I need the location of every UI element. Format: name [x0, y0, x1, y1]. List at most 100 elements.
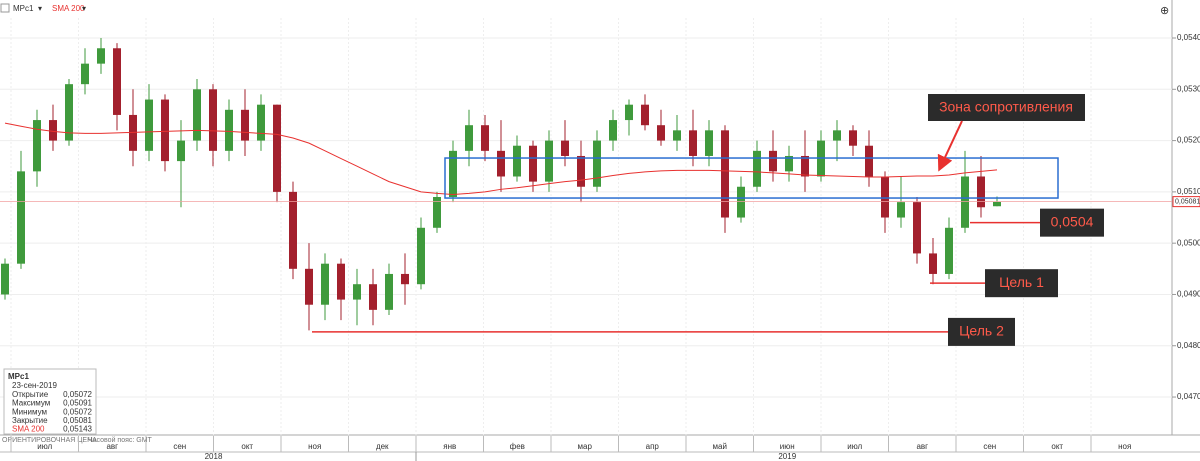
info-label: Максимум: [12, 399, 50, 408]
candle-body: [161, 99, 169, 162]
candle-body: [881, 176, 889, 218]
info-value: 0,05072: [63, 407, 92, 416]
candle-body: [49, 120, 57, 141]
candle-body: [945, 227, 953, 274]
candle-body: [17, 171, 25, 264]
candle-body: [257, 104, 265, 141]
candle-body: [561, 140, 569, 156]
candle-body: [177, 140, 185, 162]
candle-body: [929, 253, 937, 274]
info-label: Закрытие: [12, 416, 48, 425]
candle-body: [193, 89, 201, 141]
candle-body: [305, 268, 313, 305]
candle-body: [865, 145, 873, 177]
info-value: 0,05081: [63, 416, 92, 425]
candle-body: [625, 104, 633, 121]
instrument-legend[interactable]: MPc1: [13, 4, 34, 13]
info-value: 0,05143: [63, 425, 92, 434]
candle-body: [545, 140, 553, 182]
candle-body: [209, 89, 217, 151]
menu-icon[interactable]: [0, 3, 10, 13]
indicator-legend[interactable]: SMA 200: [52, 4, 85, 13]
candle-body: [1, 263, 9, 295]
dropdown[interactable]: ▾: [82, 4, 86, 13]
last-price-box: [1172, 196, 1200, 208]
x-tick-label: авг: [106, 442, 118, 451]
x-tick-label: июн: [780, 442, 795, 451]
info-date: 23-сен-2019: [12, 381, 57, 390]
candle-body: [241, 109, 249, 141]
candle-body: [977, 176, 985, 208]
annotation-box: [928, 94, 1085, 121]
candle-body: [993, 201, 1001, 207]
sma-line: [4, 122, 998, 195]
candle-body: [273, 104, 281, 192]
candle-body: [113, 48, 121, 115]
annotation-box: [948, 317, 1015, 346]
candle-body: [721, 130, 729, 218]
timezone: Часовой пояс: GMT: [88, 436, 153, 444]
candle-body: [401, 273, 409, 285]
resistance-zone: [444, 157, 1059, 199]
candle-body: [961, 176, 969, 228]
candle-body: [801, 155, 809, 177]
annotation-box: [1040, 208, 1104, 237]
info-value: 0,05072: [63, 390, 92, 399]
candle-body: [737, 186, 745, 218]
candle-body: [369, 284, 377, 310]
fit-button[interactable]: ⊕: [1160, 5, 1169, 17]
candle-body: [769, 150, 777, 172]
candle-body: [225, 109, 233, 151]
candle-body: [705, 130, 713, 156]
x-tick-label: апр: [646, 442, 660, 451]
annotation-label: Зона сопротивления: [939, 99, 1073, 115]
info-title: MPc1: [8, 372, 29, 381]
year-label: 2018: [205, 452, 223, 461]
candle-body: [497, 150, 505, 177]
candle-body: [433, 197, 441, 228]
x-tick-label: окт: [241, 442, 253, 451]
candle-body: [673, 130, 681, 141]
info-label: SMA 200: [12, 425, 45, 434]
candle-body: [481, 125, 489, 151]
candle-body: [753, 150, 761, 187]
info-label: Открытие: [12, 390, 49, 399]
candle-body: [465, 125, 473, 151]
x-tick-label: сен: [983, 442, 996, 451]
annotation-arrow: [937, 120, 963, 172]
candle-body: [129, 114, 137, 151]
candle-body: [417, 227, 425, 285]
candle-body: [833, 130, 841, 141]
candle-body: [609, 120, 617, 141]
candle-body: [529, 145, 537, 182]
candle-body: [641, 104, 649, 126]
candle-body: [913, 202, 921, 254]
dropdown[interactable]: ▾: [38, 4, 42, 13]
candle-body: [289, 191, 297, 269]
x-tick-label: авг: [916, 442, 928, 451]
x-tick-label: дек: [376, 442, 389, 451]
candle-body: [657, 125, 665, 141]
annotation-box: [985, 269, 1058, 298]
x-tick-label: янв: [443, 442, 456, 451]
plot: [0, 18, 1172, 435]
candle-body: [97, 48, 105, 64]
x-tick-label: фев: [510, 442, 525, 451]
target-label: Цель 2: [959, 323, 1004, 339]
candle-body: [145, 99, 153, 151]
candle-body: [33, 120, 41, 172]
last-price-label: 0,05081: [1175, 198, 1200, 205]
candle-body: [577, 155, 585, 187]
footer: ОРИЕНТИРОВОЧНАЯ ЦЕНА: [2, 437, 97, 444]
x-tick-label: мар: [578, 442, 593, 451]
